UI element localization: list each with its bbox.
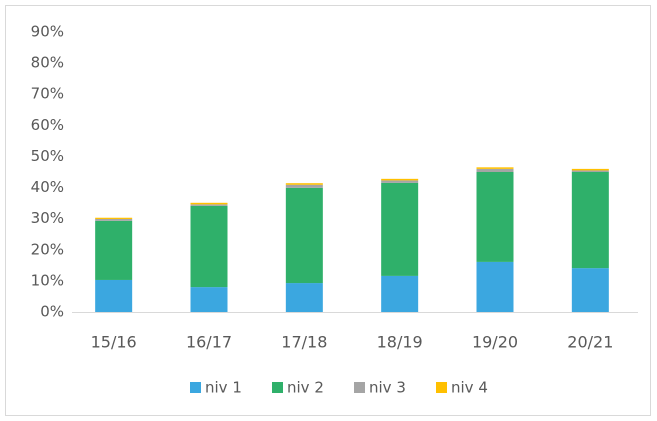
y-tick-label: 60%	[31, 116, 64, 134]
x-tick-label: 20/21	[567, 333, 613, 352]
bar-segment	[95, 218, 133, 221]
legend-swatch	[272, 382, 283, 393]
y-tick-label: 70%	[31, 85, 64, 103]
legend-swatch	[354, 382, 365, 393]
bar-segment	[190, 205, 228, 288]
bar-segment	[381, 178, 419, 181]
bar-segment	[190, 287, 228, 312]
bar-segment	[571, 170, 609, 172]
y-tick-label: 90%	[31, 23, 64, 41]
bar-segment	[476, 168, 514, 172]
x-tick-label: 16/17	[186, 333, 232, 352]
y-tick-label: 50%	[31, 147, 64, 165]
bar-segment	[571, 268, 609, 312]
y-tick-label: 30%	[31, 209, 64, 227]
legend-swatch	[436, 382, 447, 393]
legend-label: niv 3	[369, 379, 406, 397]
bar-segment	[571, 172, 609, 269]
bar-segment	[95, 220, 133, 280]
bar-segment	[285, 283, 323, 312]
y-tick-label: 40%	[31, 178, 64, 196]
bar-segment	[285, 184, 323, 188]
bar-segment	[381, 275, 419, 312]
y-tick-label: 80%	[31, 54, 64, 72]
y-tick-label: 0%	[40, 303, 64, 321]
legend-label: niv 2	[287, 379, 324, 397]
bar-segment	[95, 279, 133, 312]
bar-segment	[95, 217, 133, 219]
bar-segment	[476, 172, 514, 262]
bar-segment	[285, 187, 323, 284]
legend-label: niv 4	[451, 379, 488, 397]
bar-segment	[190, 204, 228, 206]
x-tick-label: 18/19	[377, 333, 423, 352]
bar-segment	[571, 168, 609, 171]
bar-segment	[381, 180, 419, 183]
legend-swatch	[190, 382, 201, 393]
bar-segment	[190, 202, 228, 205]
x-tick-label: 19/20	[472, 333, 518, 352]
x-tick-label: 15/16	[91, 333, 137, 352]
bar-segment	[476, 167, 514, 169]
y-tick-label: 20%	[31, 240, 64, 258]
bar-segment	[381, 182, 419, 276]
y-tick-label: 10%	[31, 271, 64, 289]
chart-border	[5, 5, 651, 416]
bar-segment	[476, 261, 514, 312]
x-tick-label: 17/18	[281, 333, 327, 352]
bar-segment	[285, 183, 323, 185]
legend-label: niv 1	[205, 379, 242, 397]
